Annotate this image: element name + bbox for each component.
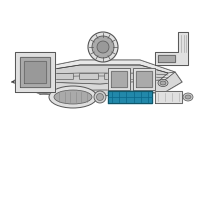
Ellipse shape <box>49 86 97 108</box>
FancyBboxPatch shape <box>104 73 124 79</box>
Ellipse shape <box>160 81 166 85</box>
Polygon shape <box>158 55 175 62</box>
Ellipse shape <box>54 90 92 104</box>
Circle shape <box>88 32 118 62</box>
Ellipse shape <box>158 79 168 86</box>
Circle shape <box>94 91 106 103</box>
Polygon shape <box>133 68 155 90</box>
Polygon shape <box>108 68 130 90</box>
Polygon shape <box>111 71 127 87</box>
FancyBboxPatch shape <box>54 73 74 79</box>
Polygon shape <box>136 71 152 87</box>
Circle shape <box>96 94 104 100</box>
FancyBboxPatch shape <box>80 73 98 79</box>
Circle shape <box>92 36 114 58</box>
Polygon shape <box>20 57 50 87</box>
Polygon shape <box>24 61 46 83</box>
Polygon shape <box>35 65 168 84</box>
Polygon shape <box>12 60 182 96</box>
Polygon shape <box>12 60 175 82</box>
Polygon shape <box>155 32 188 65</box>
Circle shape <box>97 41 109 53</box>
Polygon shape <box>108 91 152 103</box>
Ellipse shape <box>183 93 193 101</box>
Polygon shape <box>155 91 182 103</box>
Polygon shape <box>15 52 55 92</box>
FancyBboxPatch shape <box>130 73 148 79</box>
Ellipse shape <box>185 95 191 99</box>
Polygon shape <box>12 72 182 96</box>
